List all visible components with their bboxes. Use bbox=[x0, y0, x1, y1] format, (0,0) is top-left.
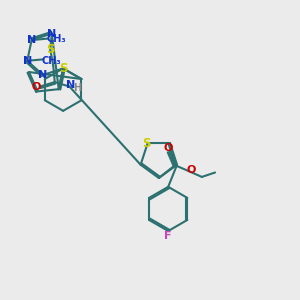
Text: O: O bbox=[186, 165, 196, 176]
Text: H: H bbox=[73, 83, 82, 93]
Text: N: N bbox=[27, 35, 36, 45]
Text: CH₃: CH₃ bbox=[46, 34, 66, 44]
Text: N: N bbox=[66, 80, 76, 90]
Text: S: S bbox=[46, 43, 55, 56]
Text: N: N bbox=[38, 70, 48, 80]
Text: N: N bbox=[47, 28, 56, 38]
Text: S: S bbox=[59, 62, 68, 75]
Text: CH₃: CH₃ bbox=[42, 56, 62, 66]
Text: F: F bbox=[164, 231, 172, 241]
Text: N: N bbox=[22, 56, 32, 66]
Text: O: O bbox=[163, 143, 172, 153]
Text: S: S bbox=[142, 137, 150, 150]
Text: O: O bbox=[32, 82, 41, 92]
